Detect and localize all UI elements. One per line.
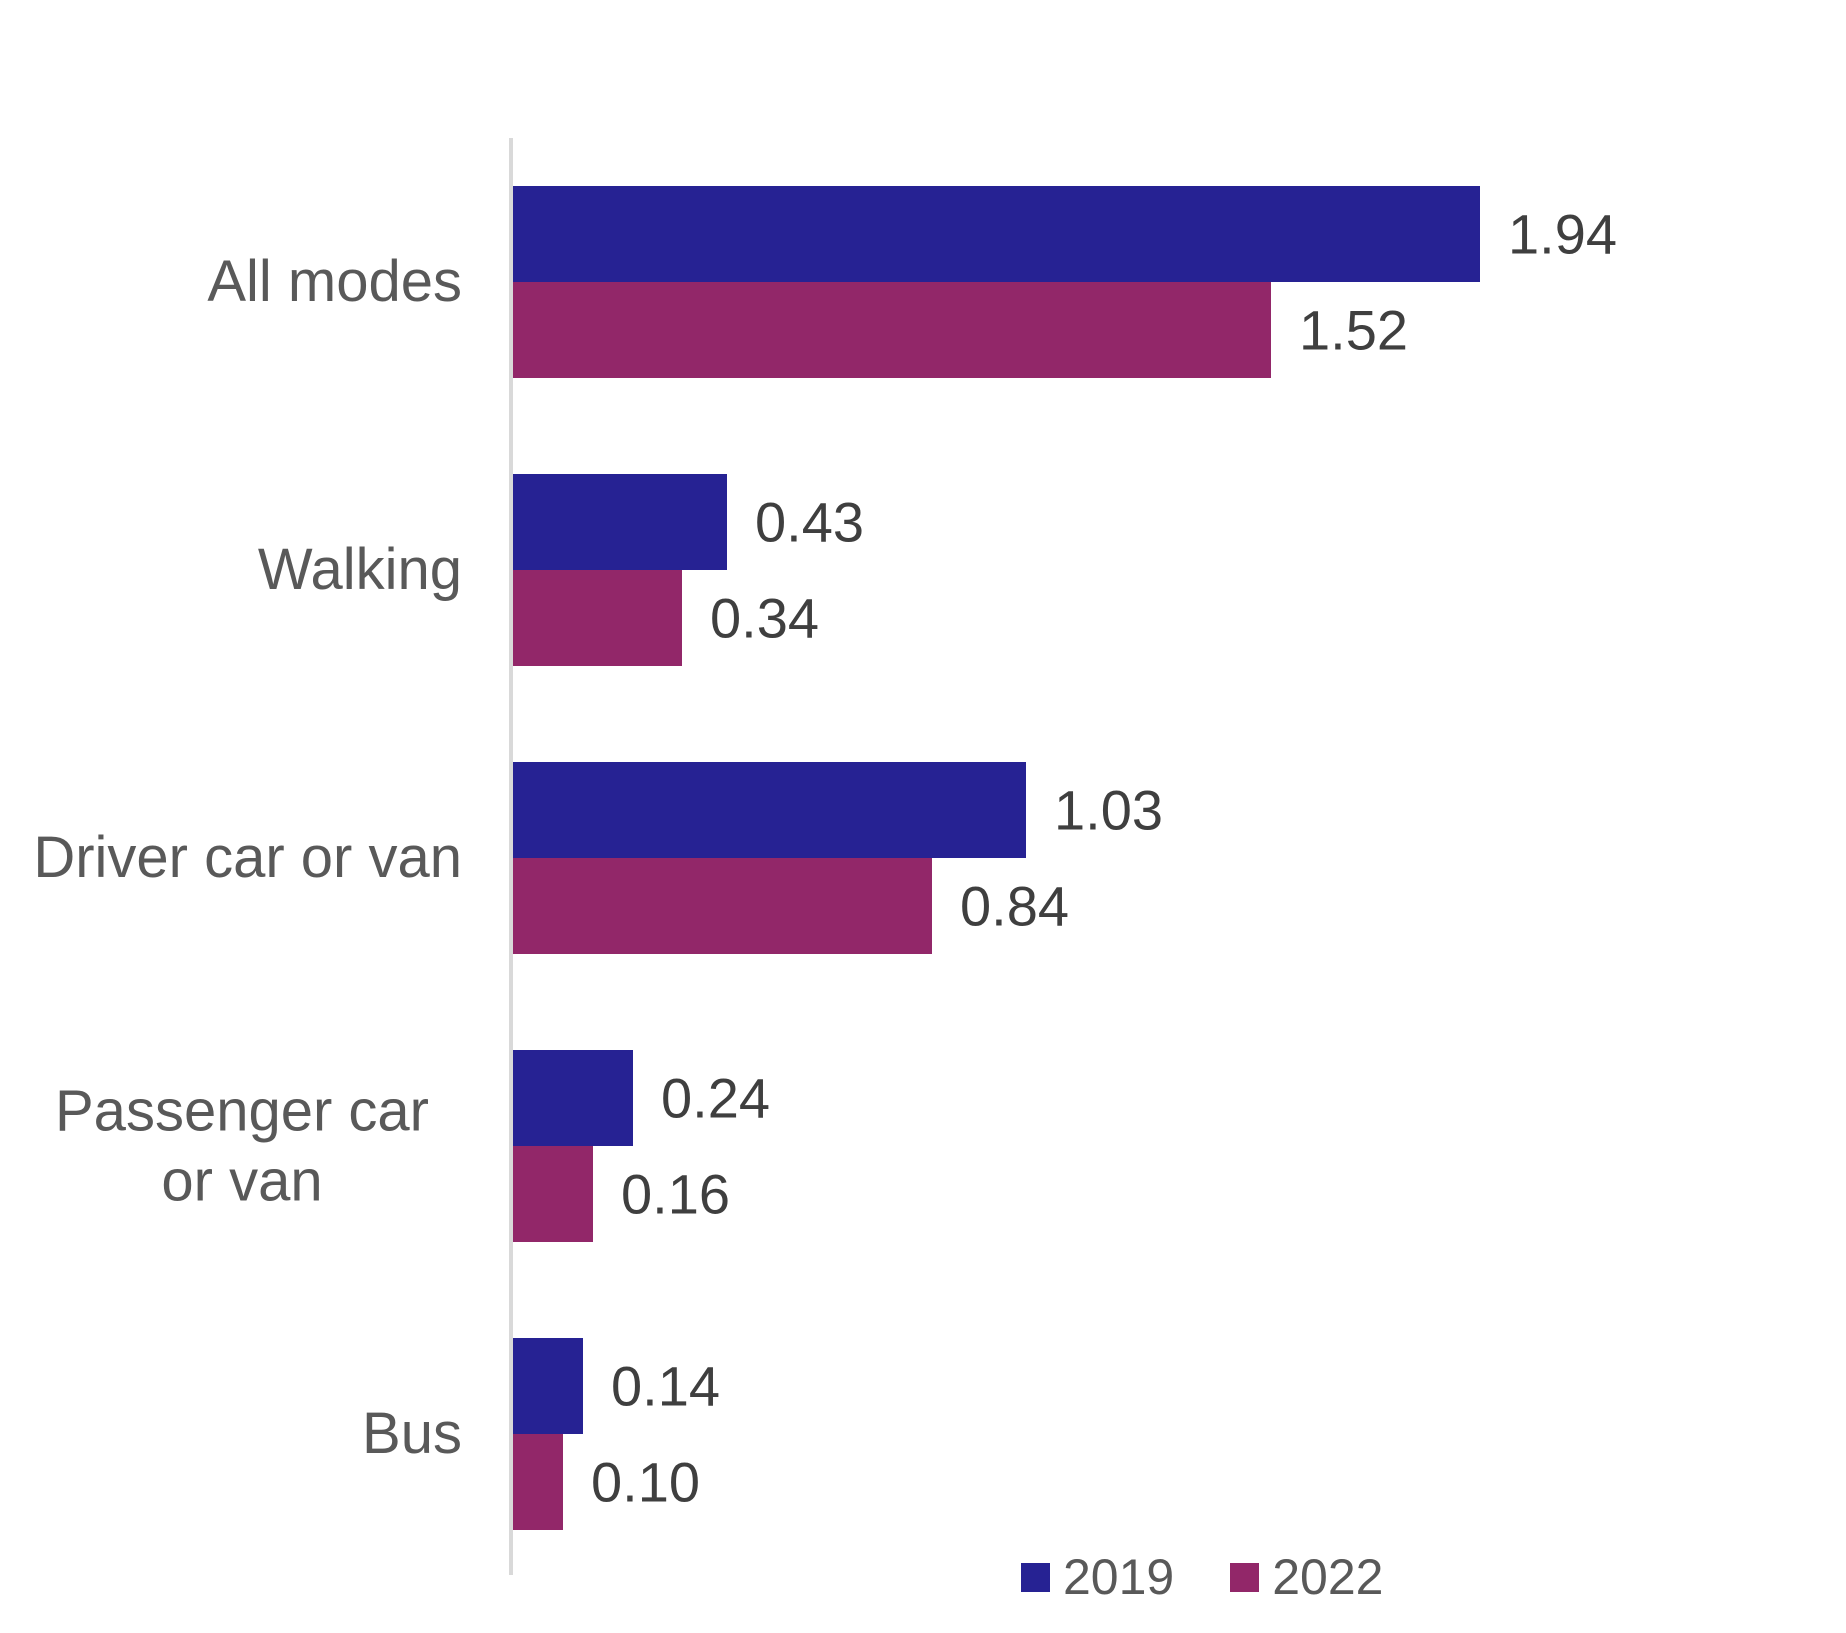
value-label-2022-bus: 0.10 xyxy=(591,1450,700,1514)
category-label-driver-car-or-van: Driver car or van xyxy=(33,825,462,891)
bar-2019-passenger-car-or-van xyxy=(513,1050,633,1146)
category-label-all-modes: All modes xyxy=(207,249,462,315)
legend: 2019 2022 xyxy=(1021,1548,1383,1606)
value-label-2022-driver-car-or-van: 0.84 xyxy=(960,874,1069,938)
bar-2019-all-modes xyxy=(513,186,1480,282)
bar-2019-walking xyxy=(513,474,727,570)
value-label-2019-driver-car-or-van: 1.03 xyxy=(1054,778,1163,842)
bar-2019-driver-car-or-van xyxy=(513,762,1026,858)
legend-swatch-2022 xyxy=(1230,1562,1260,1592)
bar-2019-bus xyxy=(513,1338,583,1434)
category-label-walking: Walking xyxy=(257,537,462,603)
bar-2022-driver-car-or-van xyxy=(513,858,932,954)
value-label-2022-all-modes: 1.52 xyxy=(1299,298,1408,362)
category-label-passenger-car-or-van: Passenger car or van xyxy=(55,1078,429,1213)
category-label-bus: Bus xyxy=(362,1401,462,1467)
value-label-2022-walking: 0.34 xyxy=(710,586,819,650)
value-label-2019-bus: 0.14 xyxy=(611,1354,720,1418)
value-label-2019-passenger-car-or-van: 0.24 xyxy=(661,1066,770,1130)
bar-2022-bus xyxy=(513,1434,563,1530)
legend-label-2019: 2019 xyxy=(1063,1549,1175,1605)
legend-swatch-2019 xyxy=(1021,1562,1050,1592)
y-axis-line xyxy=(509,138,513,1575)
value-label-2022-passenger-car-or-van: 0.16 xyxy=(621,1162,730,1226)
value-label-2019-all-modes: 1.94 xyxy=(1508,202,1617,266)
bar-2022-passenger-car-or-van xyxy=(513,1146,593,1242)
legend-label-2022: 2022 xyxy=(1272,1549,1384,1605)
value-label-2019-walking: 0.43 xyxy=(755,490,864,554)
bar-2022-walking xyxy=(513,570,682,666)
bar-2022-all-modes xyxy=(513,282,1271,378)
